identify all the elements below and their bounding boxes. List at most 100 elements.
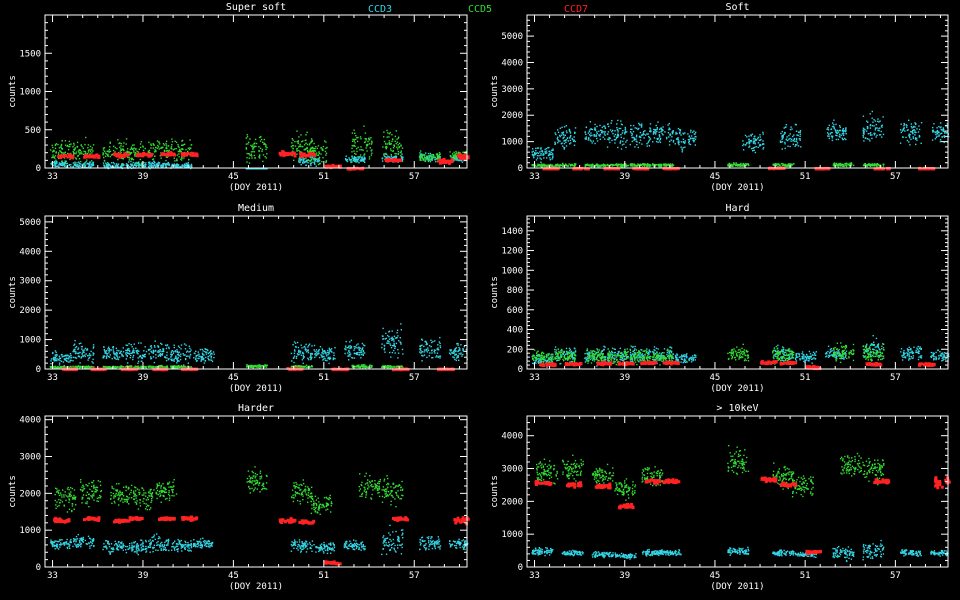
data-point — [399, 151, 401, 154]
data-point — [252, 150, 254, 153]
data-point — [641, 125, 643, 127]
data-point — [318, 157, 320, 159]
data-point — [328, 351, 330, 353]
data-point — [730, 163, 732, 165]
data-point — [314, 158, 316, 161]
data-point — [549, 163, 552, 166]
data-point — [137, 162, 140, 164]
data-point — [437, 157, 440, 159]
data-point — [108, 164, 110, 166]
data-point — [168, 347, 170, 350]
data-point — [307, 346, 309, 348]
data-point — [753, 146, 756, 149]
data-point — [453, 160, 455, 162]
data-point — [138, 164, 140, 166]
data-point — [603, 131, 605, 133]
data-point — [362, 158, 364, 160]
data-point — [89, 145, 92, 148]
data-point — [566, 165, 568, 167]
data-point — [591, 142, 593, 144]
data-point — [421, 351, 423, 353]
data-point — [540, 147, 542, 149]
data-point — [393, 335, 396, 337]
data-point — [554, 143, 557, 145]
data-point — [126, 164, 128, 166]
data-point — [657, 164, 660, 167]
data-point — [793, 138, 795, 140]
data-point — [431, 352, 433, 354]
data-point — [573, 139, 575, 141]
data-point — [317, 350, 319, 353]
data-point — [55, 351, 57, 353]
data-point — [668, 140, 671, 143]
data-point — [438, 341, 440, 343]
data-point — [206, 351, 208, 353]
data-point — [549, 150, 551, 153]
data-point — [355, 159, 357, 161]
data-point — [934, 138, 937, 140]
data-point — [561, 164, 564, 167]
data-point — [863, 130, 865, 133]
data-point — [178, 166, 180, 168]
data-point — [391, 345, 394, 347]
data-point — [460, 160, 463, 162]
data-point — [89, 163, 91, 165]
x-tick-label: 57 — [409, 172, 420, 182]
data-point — [248, 168, 250, 170]
data-point — [173, 344, 175, 346]
data-point — [127, 362, 129, 364]
data-point — [121, 355, 123, 357]
data-point — [320, 147, 322, 149]
data-point — [116, 349, 118, 352]
data-point — [626, 165, 628, 167]
data-point — [602, 164, 604, 167]
data-point — [265, 144, 267, 146]
data-point — [361, 159, 363, 162]
data-point — [936, 129, 939, 132]
data-point — [156, 164, 158, 166]
data-point — [828, 137, 830, 140]
data-point — [106, 150, 108, 152]
data-point — [187, 163, 189, 165]
data-point — [641, 134, 643, 136]
data-point — [385, 332, 387, 335]
data-point — [120, 154, 124, 158]
data-point — [71, 155, 75, 158]
data-point — [757, 142, 760, 144]
data-point — [836, 132, 839, 134]
data-point — [158, 351, 160, 354]
data-point — [841, 137, 843, 139]
data-point — [562, 133, 564, 135]
data-point — [619, 142, 621, 144]
data-point — [439, 346, 442, 349]
data-point — [62, 152, 64, 154]
data-point — [450, 160, 454, 164]
data-point — [594, 128, 596, 131]
data-point — [155, 150, 157, 153]
data-point — [349, 345, 351, 347]
data-point — [189, 147, 191, 149]
data-point — [748, 164, 750, 167]
data-point — [173, 358, 175, 361]
data-point — [140, 162, 143, 164]
data-point — [110, 349, 113, 351]
data-point — [538, 155, 540, 157]
data-point — [622, 164, 624, 166]
data-point — [680, 141, 683, 143]
data-point — [363, 160, 365, 162]
data-point — [348, 353, 350, 356]
data-point — [155, 150, 157, 152]
data-point — [624, 133, 626, 135]
data-point — [126, 148, 129, 150]
data-point — [297, 350, 300, 353]
data-point — [144, 346, 146, 348]
data-point — [669, 133, 671, 135]
data-point — [77, 355, 80, 357]
data-point — [116, 352, 118, 355]
data-point — [420, 345, 422, 347]
data-point — [80, 356, 83, 358]
data-point — [87, 359, 89, 361]
data-point — [78, 352, 80, 354]
data-point — [585, 136, 587, 138]
y-axis-label: counts — [490, 75, 500, 108]
